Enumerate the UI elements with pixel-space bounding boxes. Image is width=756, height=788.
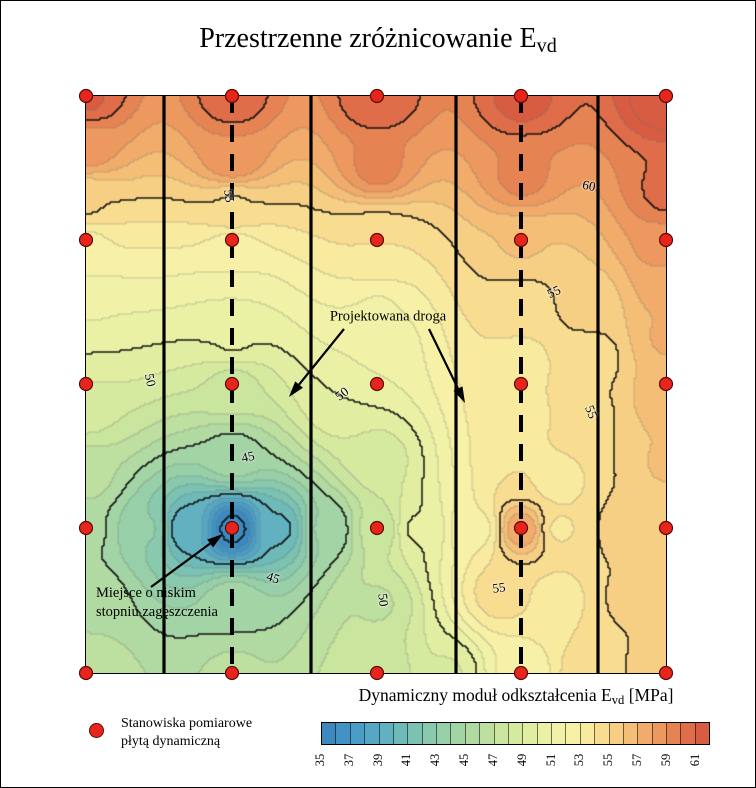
- colorbar-segment: [349, 723, 365, 744]
- colorbar-segment: [565, 723, 580, 744]
- station-dot: [224, 376, 240, 392]
- colorbar-segment: [450, 723, 465, 744]
- figure-title-text: Przestrzenne zróżnicowanie E: [199, 23, 537, 54]
- colorbar-title-subscript: vd: [611, 693, 625, 708]
- station-dot: [513, 232, 529, 248]
- colorbar-title: Dynamiczny moduł odkształcenia Evd [MPa]: [321, 685, 711, 708]
- colorbar-segment: [335, 723, 350, 744]
- low-compaction-annotation-line1: Miejsce o niskim: [96, 585, 196, 601]
- station-dot: [369, 665, 385, 681]
- colorbar-segment: [622, 723, 638, 744]
- colorbar-tick-label: 57: [629, 753, 644, 767]
- contour-plot: 55 60 55 50 50 45 45 50 55 55 Projektowana droga …: [78, 88, 674, 681]
- colorbar-segment: [637, 723, 652, 744]
- road-annotation: Projektowana droga: [329, 308, 447, 325]
- colorbar-title-text: Dynamiczny moduł odkształcenia E: [358, 685, 612, 705]
- station-dot: [78, 232, 94, 248]
- colorbar-segment: [421, 723, 436, 744]
- legend-line1: Stanowiska pomiarowe: [121, 716, 253, 731]
- colorbar-segment: [608, 723, 623, 744]
- station-dot: [658, 520, 674, 536]
- colorbar-segment: [551, 723, 566, 744]
- colorbar-tick-label: 53: [572, 753, 587, 767]
- colorbar-segment: [364, 723, 379, 744]
- colorbar-segment: [522, 723, 537, 744]
- colorbar-tick-label: 51: [543, 753, 558, 767]
- colorbar-tick-label: 39: [370, 753, 385, 767]
- station-dot: [513, 376, 529, 392]
- colorbar-segment: [378, 723, 393, 744]
- station-dot: [513, 88, 529, 104]
- colorbar-tick-label: 35: [313, 753, 327, 767]
- station-dot: [369, 232, 385, 248]
- station-dot: [658, 376, 674, 392]
- annotation-arrow-line: [428, 328, 459, 390]
- annotation-arrow-head: [289, 381, 303, 397]
- annotation-arrow-line: [150, 542, 211, 588]
- colorbar-tick-label: 55: [601, 753, 616, 767]
- low-compaction-annotation: Miejsce o niskim stopniu zagęszczenia: [96, 584, 218, 622]
- colorbar-segment: [666, 723, 681, 744]
- station-dot: [224, 232, 240, 248]
- colorbar-tick-label: 37: [341, 753, 356, 767]
- station-dot: [369, 88, 385, 104]
- colorbar-tick-label: 49: [514, 753, 529, 767]
- legend: Stanowiska pomiarowe płytą dynamiczną: [89, 715, 252, 752]
- station-dot: [78, 376, 94, 392]
- colorbar-segment: [493, 723, 508, 744]
- station-dot: [369, 376, 385, 392]
- colorbar-segment: [694, 723, 710, 744]
- colorbar-segment: [322, 723, 336, 744]
- colorbar-title-unit: [MPa]: [624, 685, 674, 705]
- station-dot: [224, 520, 240, 536]
- figure-title-subscript: vd: [536, 35, 557, 58]
- colorbar-tick-label: 43: [428, 753, 443, 767]
- station-dot: [369, 520, 385, 536]
- station-dot: [224, 88, 240, 104]
- station-dot: [513, 665, 529, 681]
- station-dot: [78, 520, 94, 536]
- legend-text: Stanowiska pomiarowe płytą dynamiczną: [121, 715, 252, 752]
- low-compaction-annotation-line2: stopniu zagęszczenia: [96, 603, 218, 620]
- station-dot: [78, 665, 94, 681]
- colorbar-segment: [579, 723, 595, 744]
- colorbar-segment: [392, 723, 408, 744]
- colorbar-segment: [594, 723, 609, 744]
- legend-line2: płytą dynamiczną: [121, 734, 221, 750]
- colorbar-segment: [436, 723, 451, 744]
- station-dot: [513, 520, 529, 536]
- figure-title: Przestrzenne zróżnicowanie Evd: [1, 23, 755, 58]
- colorbar-segment: [680, 723, 695, 744]
- annotation-arrow-head: [453, 386, 465, 403]
- legend-station-dot-icon: [89, 723, 104, 738]
- station-dot: [658, 88, 674, 104]
- annotation-arrow-line: [298, 328, 345, 386]
- colorbar-segment: [407, 723, 422, 744]
- colorbar-segment: [651, 723, 666, 744]
- station-dot: [658, 665, 674, 681]
- colorbar-segment: [479, 723, 494, 744]
- colorbar-tick-label: 41: [399, 753, 414, 767]
- colorbar-segment: [464, 723, 480, 744]
- colorbar-tick-label: 47: [485, 753, 500, 767]
- plot-overlay-layer: [78, 88, 674, 681]
- colorbar-segment: [536, 723, 551, 744]
- annotation-arrow-head: [207, 534, 223, 548]
- colorbar-tick-label: 61: [687, 753, 702, 767]
- colorbar-tick-label: 45: [457, 753, 472, 767]
- station-dot: [658, 232, 674, 248]
- colorbar-tick-label: 59: [658, 753, 673, 767]
- station-dot: [78, 88, 94, 104]
- station-dot: [224, 665, 240, 681]
- colorbar: [321, 722, 710, 745]
- colorbar-segment: [507, 723, 523, 744]
